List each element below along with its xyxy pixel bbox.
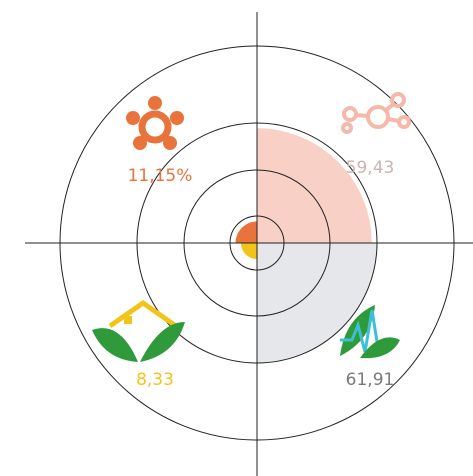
wedge	[257, 128, 372, 243]
wedge	[257, 243, 377, 363]
value-label: 11,15%	[128, 166, 193, 186]
molecule-icon	[341, 92, 411, 134]
people-icon	[126, 96, 184, 150]
eco-icon	[340, 305, 400, 359]
wedge	[240, 243, 257, 260]
labels: 11,15% 59,43 8,33 61,91	[128, 158, 395, 390]
wedges	[235, 128, 377, 363]
wedge	[235, 221, 257, 243]
value-label: 8,33	[136, 370, 174, 390]
value-label: 61,91	[346, 370, 395, 390]
house-icon	[92, 299, 185, 362]
value-label: 59,43	[346, 158, 395, 178]
